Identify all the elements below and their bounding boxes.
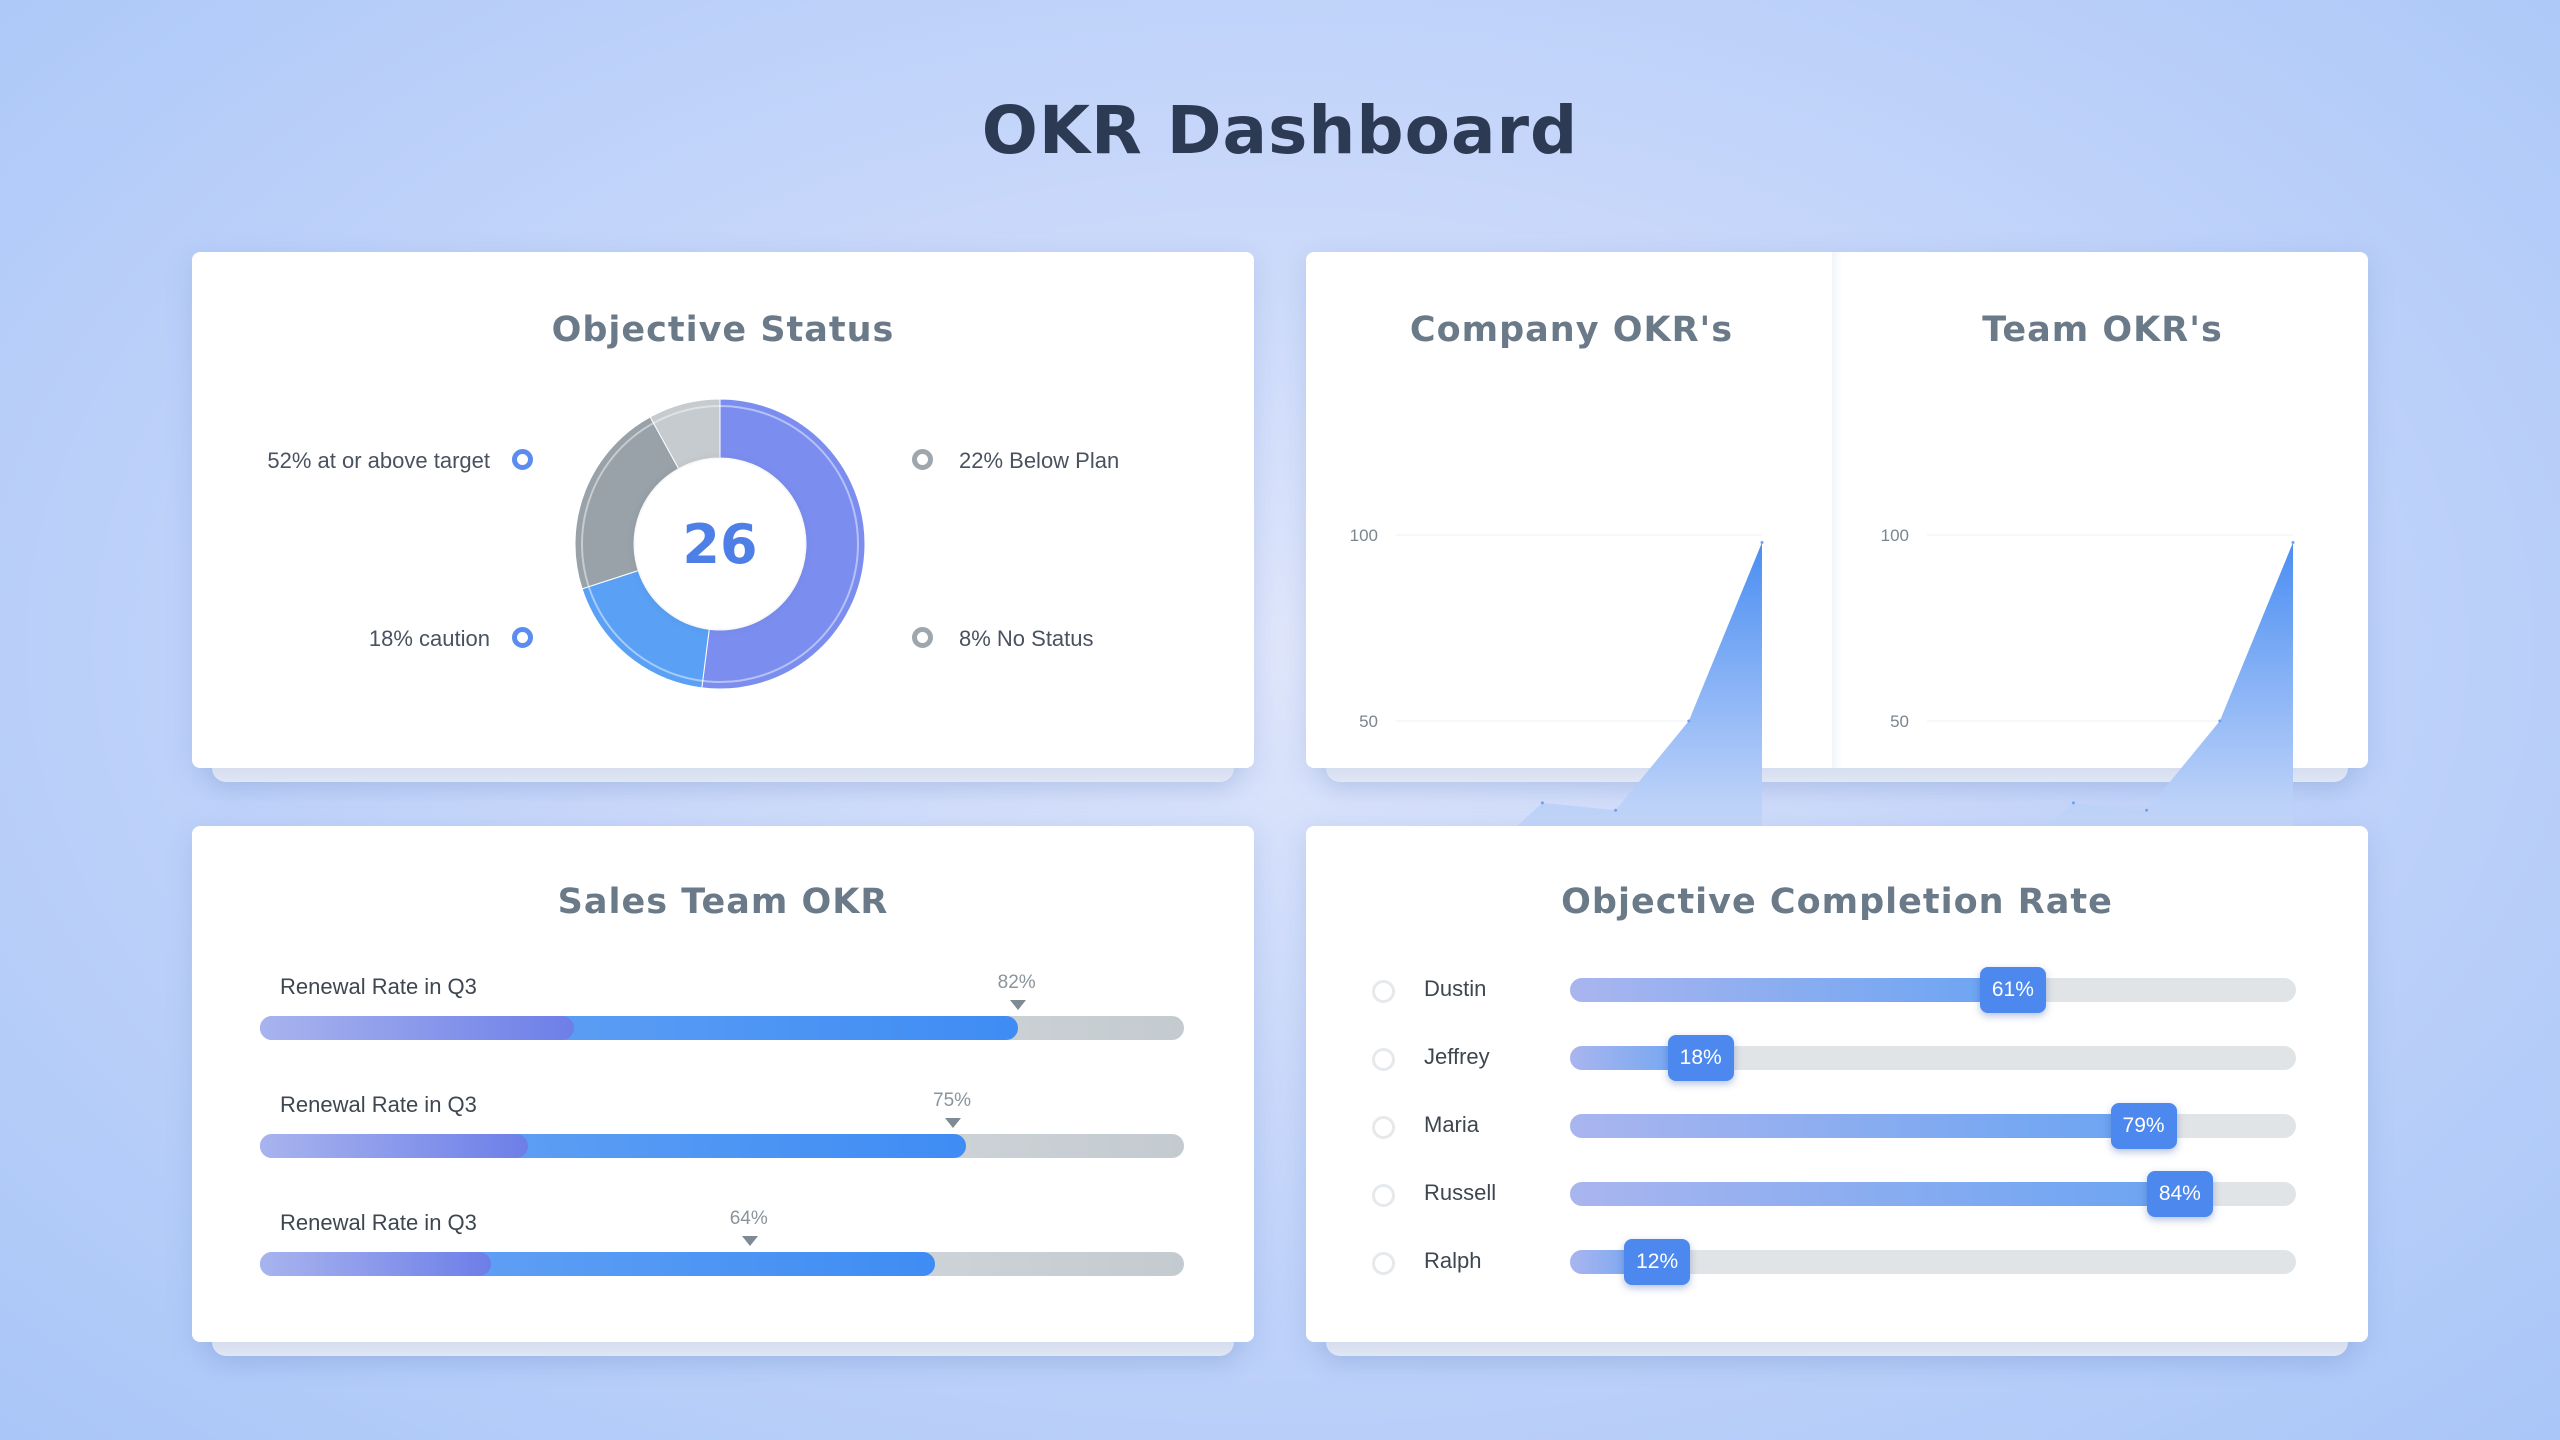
- donut-slice-on-target: [701, 398, 866, 690]
- donut-inner-ring: [581, 405, 859, 683]
- person-name: Dustin: [1424, 976, 1487, 1001]
- legend-label-caution: 18% caution: [368, 626, 490, 651]
- completion-fill: [1570, 1182, 2180, 1206]
- y-tick-label: 50: [1890, 712, 1909, 731]
- completion-row: Dustin 61%: [1306, 967, 2368, 1014]
- row-radio[interactable]: [1372, 1116, 1395, 1139]
- completion-value-badge: 84%: [2146, 1171, 2213, 1217]
- completion-value-badge: 12%: [1624, 1239, 1691, 1285]
- bar-label: Renewal Rate in Q3: [280, 974, 477, 999]
- page-title: OKR Dashboard: [981, 92, 1579, 169]
- completion-track: 61%: [1570, 967, 2296, 1013]
- legend-dot-on-target: [512, 449, 533, 470]
- team-okr-title: Team OKR's: [1982, 310, 2223, 350]
- legend-label-on-target: 52% at or above target: [267, 448, 490, 473]
- completion-track: 79%: [1570, 1103, 2296, 1149]
- completion-track: 84%: [1570, 1171, 2296, 1217]
- panel-divider: [1832, 252, 1842, 768]
- okr-charts-card: Company OKR's Team OKR's 050100JanFebMar…: [1306, 252, 2368, 941]
- legend-label-no-status: 8% No Status: [959, 626, 1094, 651]
- legend-label-below-plan: 22% Below Plan: [959, 448, 1120, 473]
- data-point: [1540, 801, 1544, 805]
- completion-row: Russell 84%: [1306, 1171, 2368, 1218]
- completion-value-badge: 61%: [1979, 967, 2046, 1013]
- row-radio[interactable]: [1372, 1252, 1395, 1275]
- objective-status-title: Objective Status: [551, 310, 895, 350]
- data-point: [1614, 808, 1618, 812]
- sales-team-okr-title: Sales Team OKR: [557, 882, 889, 922]
- completion-track: 12%: [1570, 1239, 2296, 1285]
- y-tick-label: 50: [1359, 712, 1378, 731]
- progress-track: [260, 1134, 1184, 1158]
- row-radio[interactable]: [1372, 1184, 1395, 1207]
- progress-track: [260, 1252, 1184, 1276]
- legend-dot-below-plan: [912, 449, 933, 470]
- data-point: [2291, 540, 2295, 544]
- company-okr-title: Company OKR's: [1409, 310, 1734, 350]
- person-name: Russell: [1424, 1180, 1497, 1205]
- row-radio[interactable]: [1372, 1048, 1395, 1071]
- sales-team-okr-card: Sales Team OKR Renewal Rate in Q3 82% Rene…: [192, 826, 1254, 1356]
- target-marker-icon: [1009, 1000, 1026, 1010]
- completion-rate-title: Objective Completion Rate: [1561, 882, 2113, 922]
- completion-row: Ralph 12%: [1306, 1239, 2368, 1286]
- progress-fill-segment: [260, 1252, 491, 1276]
- progress-fill-segment: [260, 1134, 528, 1158]
- bar-label: Renewal Rate in Q3: [280, 1210, 477, 1235]
- area-series: [1927, 542, 2293, 907]
- y-tick-label: 100: [1881, 526, 1909, 545]
- person-name: Jeffrey: [1424, 1044, 1490, 1069]
- completion-rate-card: Objective Completion Rate Dustin 61% Jeffr…: [1306, 826, 2368, 1356]
- bar-target-value: 75%: [933, 1090, 972, 1111]
- person-name: Ralph: [1424, 1248, 1482, 1273]
- completion-value-badge: 79%: [2110, 1103, 2177, 1149]
- data-point: [2071, 801, 2075, 805]
- data-point: [1760, 540, 1764, 544]
- progress-fill-segment: [260, 1016, 575, 1040]
- person-name: Maria: [1424, 1112, 1480, 1137]
- data-point: [1687, 719, 1691, 723]
- objective-status-card: Objective Status 52% at or above target …: [192, 252, 1254, 782]
- objective-donut-chart: [574, 398, 866, 690]
- bar-target-value: 82%: [997, 972, 1036, 993]
- row-radio[interactable]: [1372, 980, 1395, 1003]
- completion-row: Jeffrey 18%: [1306, 1035, 2368, 1082]
- data-point: [2145, 808, 2149, 812]
- legend-dot-caution: [512, 627, 533, 648]
- completion-fill: [1570, 1114, 2144, 1138]
- completion-track: 18%: [1570, 1035, 2296, 1081]
- completion-value-badge: 18%: [1667, 1035, 1734, 1081]
- data-point: [2218, 719, 2222, 723]
- bar-label: Renewal Rate in Q3: [280, 1092, 477, 1117]
- donut-center-value: 26: [635, 459, 805, 629]
- target-marker-icon: [945, 1118, 961, 1128]
- y-tick-label: 100: [1350, 526, 1378, 545]
- target-marker-icon: [741, 1236, 758, 1246]
- legend-dot-no-status: [912, 627, 933, 648]
- completion-fill: [1570, 978, 2013, 1002]
- completion-row: Maria 79%: [1306, 1103, 2368, 1150]
- bar-target-value: 64%: [729, 1208, 768, 1229]
- area-series: [1396, 542, 1762, 907]
- progress-track: [260, 1016, 1184, 1040]
